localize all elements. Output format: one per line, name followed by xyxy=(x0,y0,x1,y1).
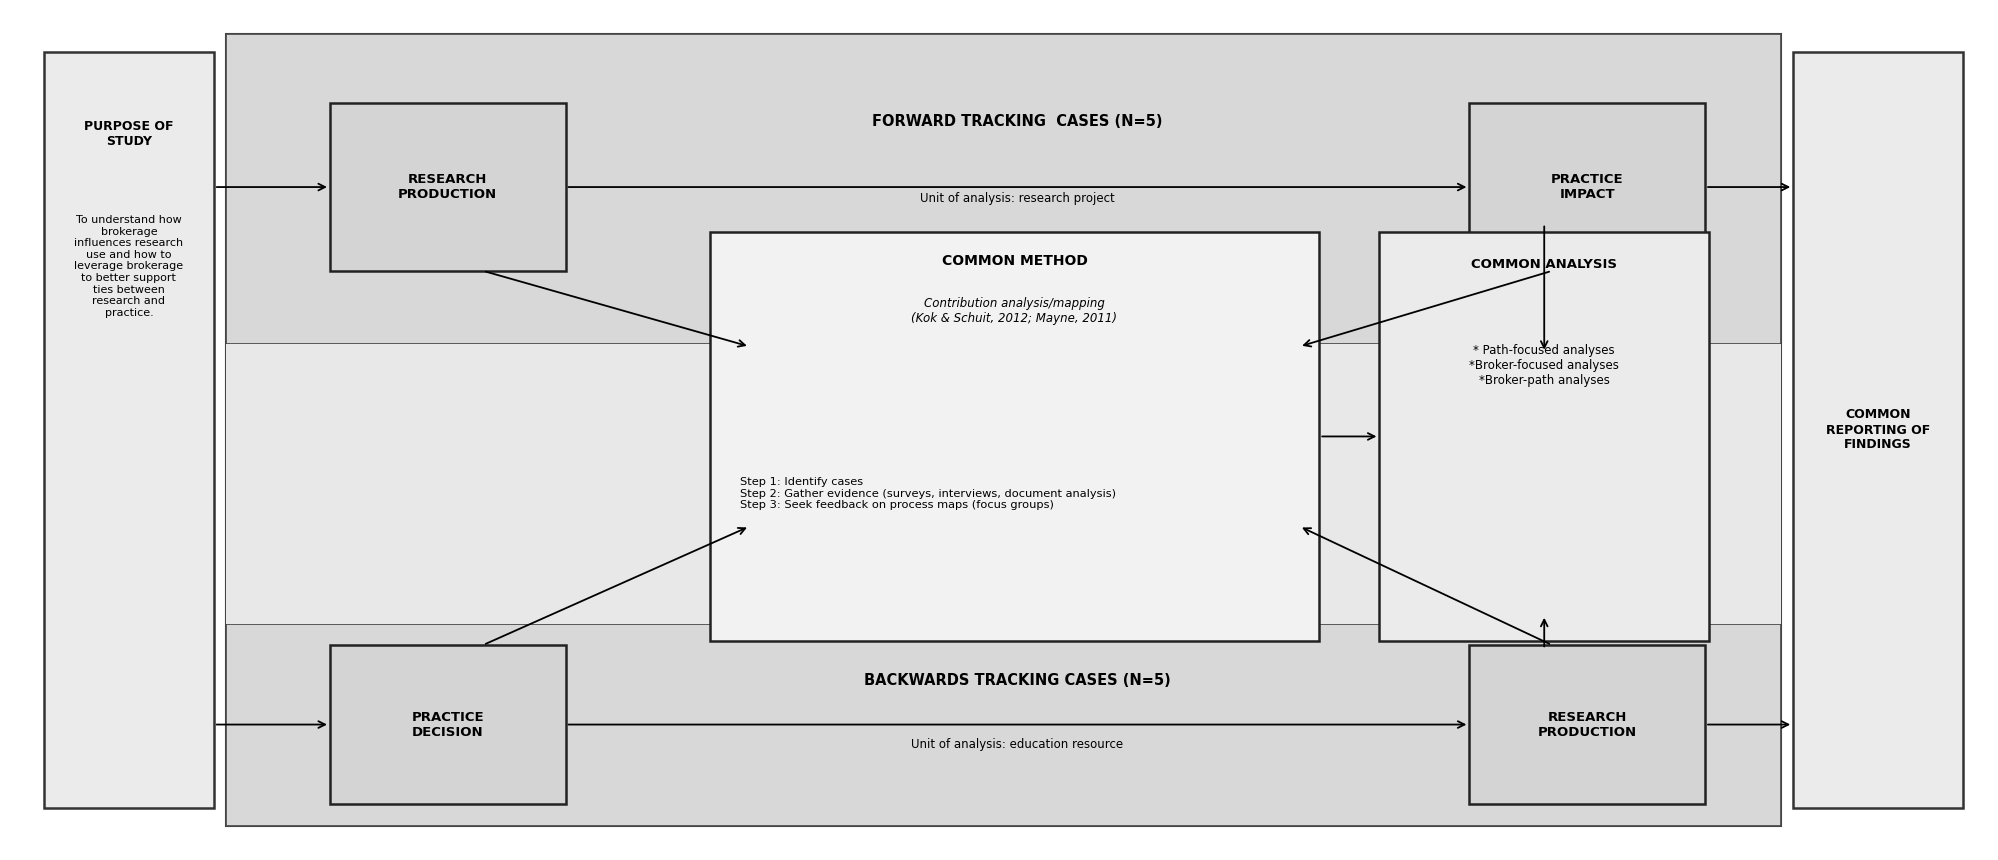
FancyBboxPatch shape xyxy=(1379,232,1708,641)
FancyBboxPatch shape xyxy=(226,34,1780,344)
Text: Contribution analysis/mapping
(Kok & Schuit, 2012; Mayne, 2011): Contribution analysis/mapping (Kok & Sch… xyxy=(911,297,1117,325)
Text: COMMON ANALYSIS: COMMON ANALYSIS xyxy=(1471,258,1616,271)
Text: To understand how
brokerage
influences research
use and how to
leverage brokerag: To understand how brokerage influences r… xyxy=(74,215,184,318)
Text: FORWARD TRACKING  CASES (N=5): FORWARD TRACKING CASES (N=5) xyxy=(871,114,1163,129)
FancyBboxPatch shape xyxy=(1792,52,1962,808)
FancyBboxPatch shape xyxy=(226,624,1780,826)
Text: PRACTICE
IMPACT: PRACTICE IMPACT xyxy=(1550,173,1622,201)
Text: BACKWARDS TRACKING CASES (N=5): BACKWARDS TRACKING CASES (N=5) xyxy=(863,673,1171,688)
Text: * Path-focused analyses
*Broker-focused analyses
*Broker-path analyses: * Path-focused analyses *Broker-focused … xyxy=(1469,344,1618,387)
FancyBboxPatch shape xyxy=(1469,103,1704,271)
Text: COMMON
REPORTING OF
FINDINGS: COMMON REPORTING OF FINDINGS xyxy=(1824,408,1930,452)
FancyBboxPatch shape xyxy=(330,103,565,271)
Text: Unit of analysis: education resource: Unit of analysis: education resource xyxy=(911,738,1123,751)
Text: Step 1: Identify cases
Step 2: Gather evidence (surveys, interviews, document an: Step 1: Identify cases Step 2: Gather ev… xyxy=(739,477,1115,511)
FancyBboxPatch shape xyxy=(1469,645,1704,804)
FancyBboxPatch shape xyxy=(709,232,1319,641)
Text: RESEARCH
PRODUCTION: RESEARCH PRODUCTION xyxy=(398,173,498,201)
Text: RESEARCH
PRODUCTION: RESEARCH PRODUCTION xyxy=(1536,710,1636,739)
Text: Unit of analysis: research project: Unit of analysis: research project xyxy=(919,192,1115,205)
FancyBboxPatch shape xyxy=(330,645,565,804)
Text: PURPOSE OF
STUDY: PURPOSE OF STUDY xyxy=(84,120,174,149)
FancyBboxPatch shape xyxy=(226,344,1780,624)
Text: PRACTICE
DECISION: PRACTICE DECISION xyxy=(412,710,484,739)
Text: COMMON METHOD: COMMON METHOD xyxy=(941,254,1087,267)
FancyBboxPatch shape xyxy=(44,52,214,808)
FancyBboxPatch shape xyxy=(226,34,1780,826)
